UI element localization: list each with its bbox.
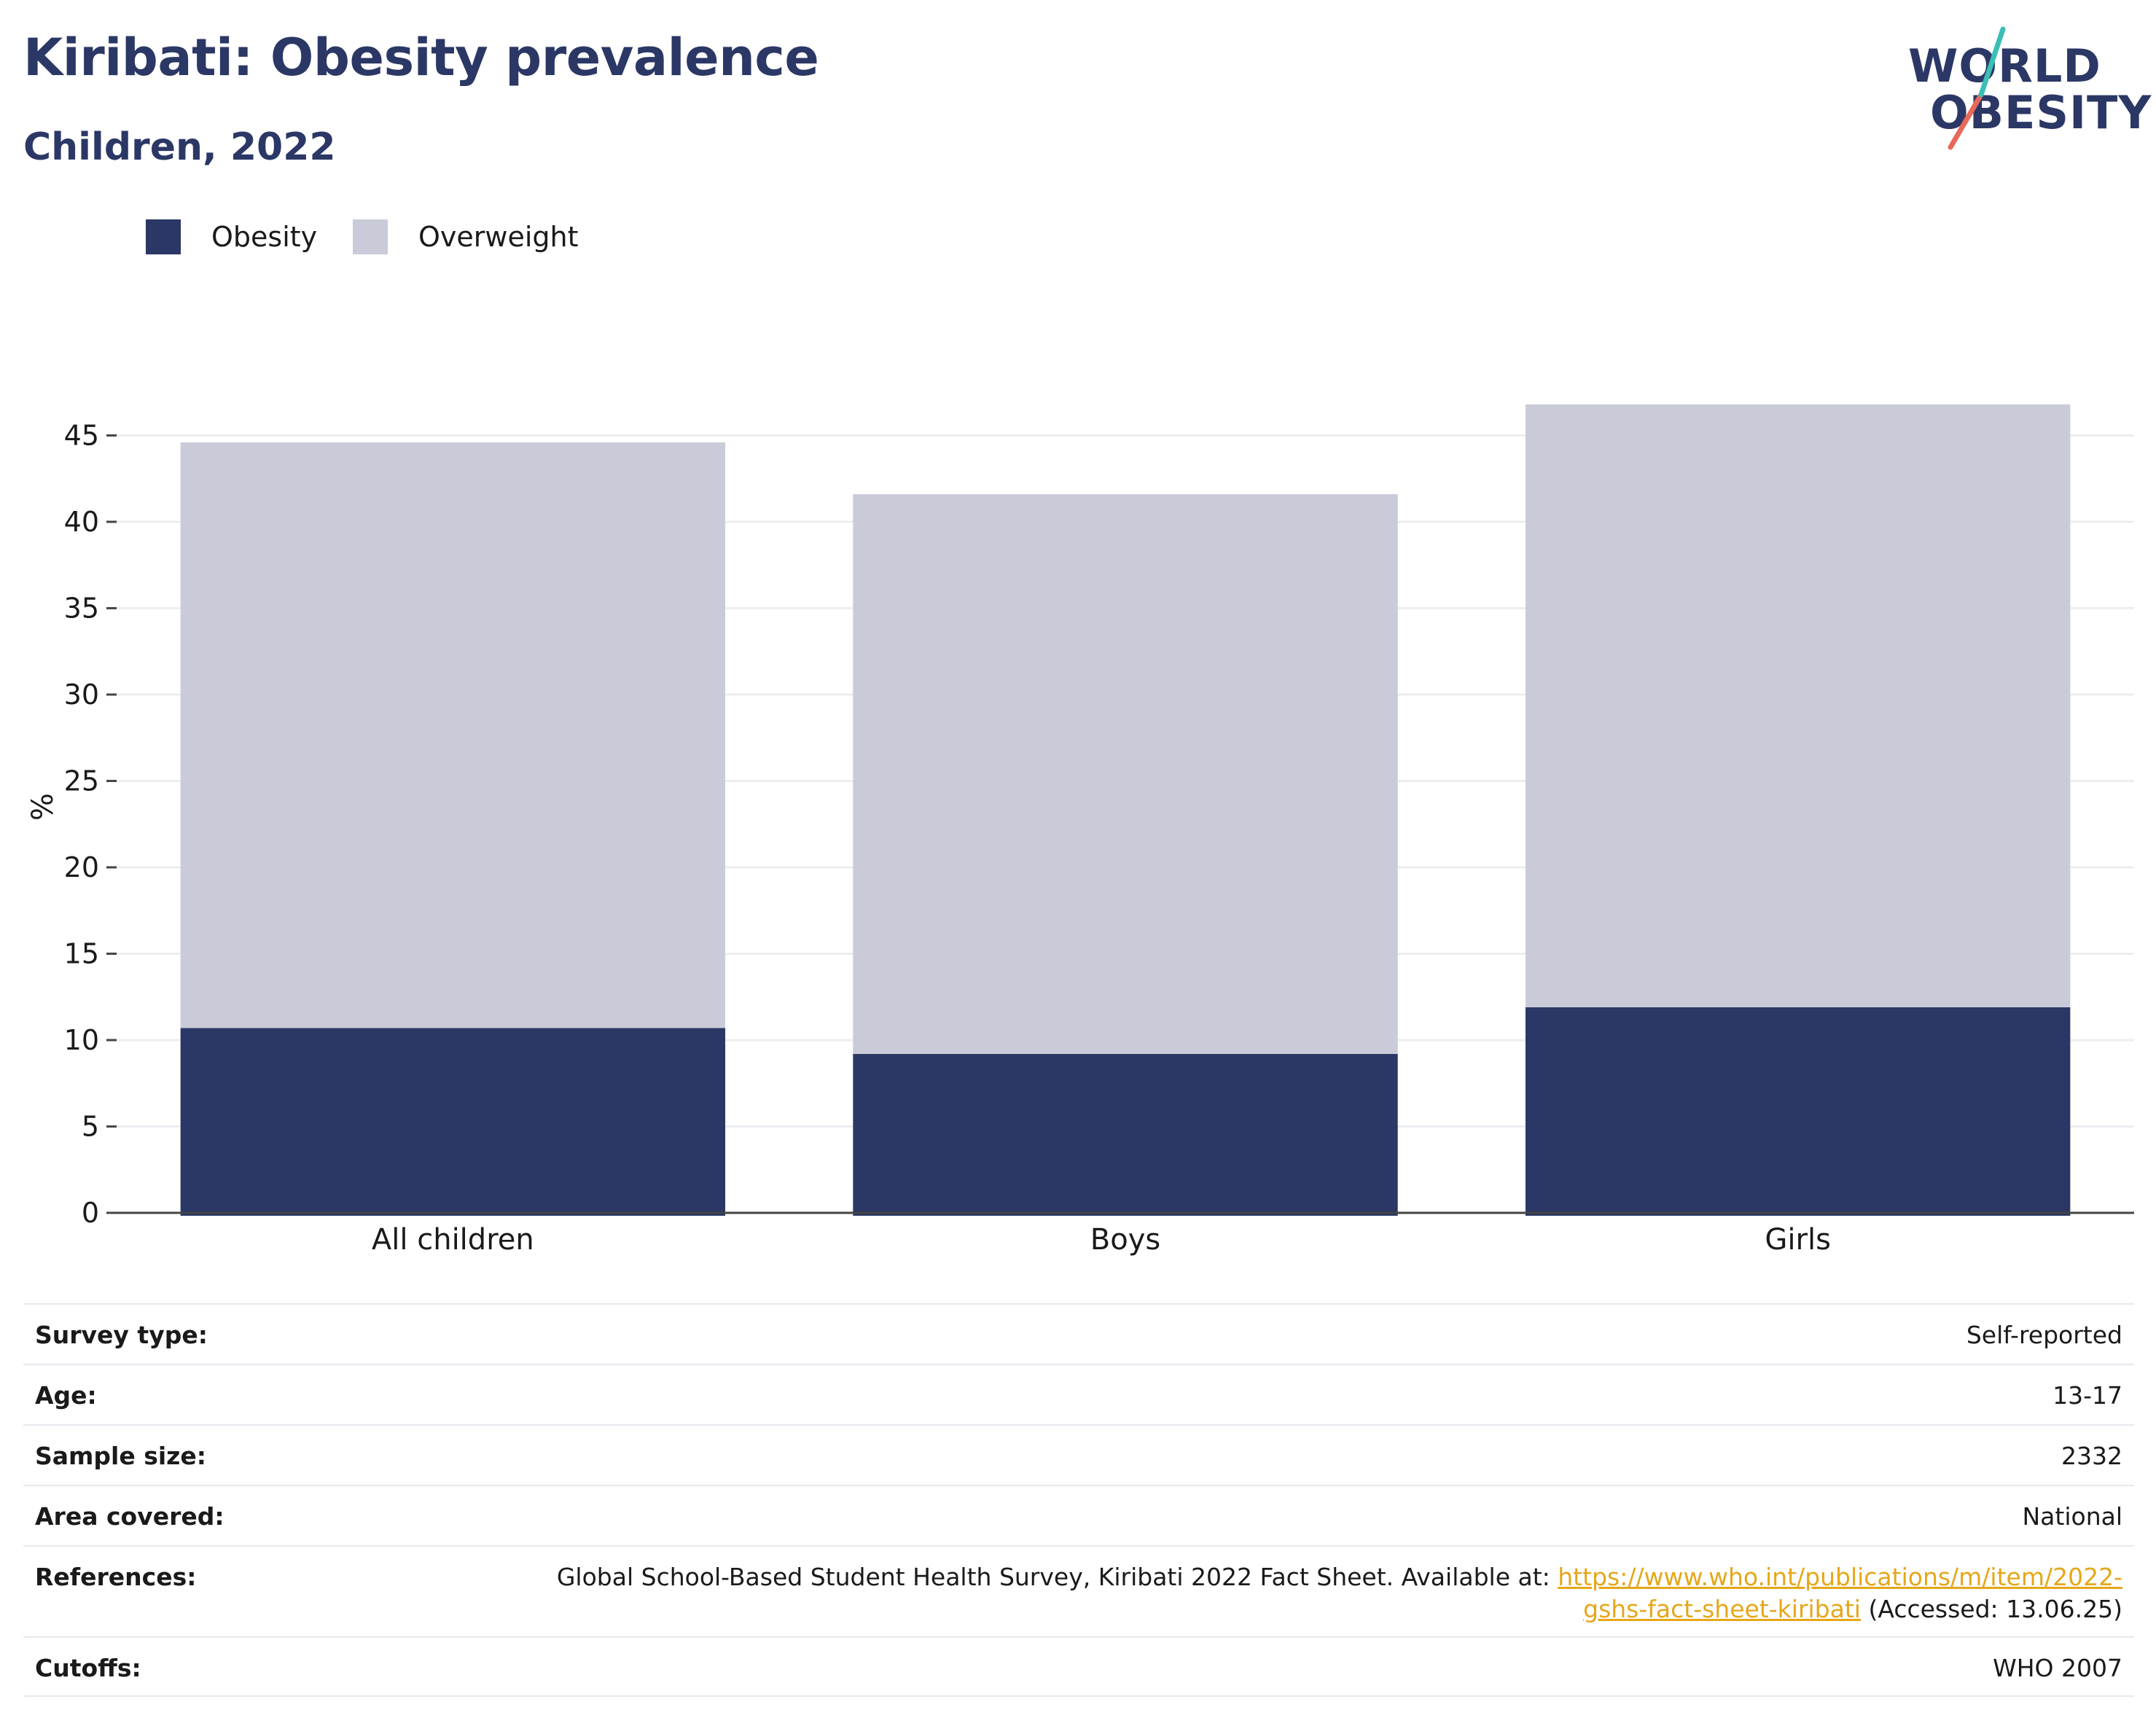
x-tick-label-boys: Boys: [1090, 1223, 1160, 1257]
references-accessed: (Accessed: 13.06.25): [1860, 1595, 2122, 1623]
logo-line-2: OBESITY: [1930, 86, 2152, 139]
meta-row-area: Area covered: National: [23, 1485, 2134, 1545]
y-tick-label-30: 30: [64, 679, 99, 711]
bar-obesity-boys: [853, 1053, 1398, 1216]
age-value: 13-17: [2053, 1381, 2122, 1410]
x-tick-label-girls: Girls: [1765, 1223, 1831, 1257]
meta-row-references: References: Global School-Based Student …: [23, 1545, 2134, 1636]
logo-line-1: WORLD: [1908, 39, 2101, 93]
legend-item-overweight: Overweight: [353, 219, 579, 255]
reference-link-part-2[interactable]: gshs-fact-sheet-kiribati: [1583, 1595, 1861, 1623]
meta-row-cutoffs: Cutoffs: WHO 2007: [23, 1636, 2134, 1697]
x-tick-label-all-children: All children: [372, 1223, 534, 1257]
legend-item-obesity: Obesity: [146, 219, 317, 255]
chart-title: Kiribati: Obesity prevalence: [23, 28, 819, 87]
y-tick-label-15: 15: [64, 937, 99, 969]
chart-subtitle: Children, 2022: [23, 125, 336, 169]
bar-overweight-all-children: [180, 442, 726, 1028]
bar-obesity-all-children: [180, 1028, 726, 1216]
references-text: Global School-Based Student Health Surve…: [556, 1563, 1558, 1591]
y-tick-label-20: 20: [64, 851, 99, 883]
y-tick-label-0: 0: [82, 1197, 99, 1229]
y-tick-label-25: 25: [64, 765, 99, 797]
y-axis-label: %: [26, 793, 60, 821]
logo-slash-icon: [1948, 26, 2006, 150]
bar-obesity-girls: [1525, 1007, 2071, 1216]
y-tick-label-10: 10: [64, 1024, 99, 1056]
legend-swatch-obesity: [146, 219, 181, 254]
references-label: References:: [35, 1563, 197, 1591]
cutoffs-label: Cutoffs:: [35, 1654, 141, 1682]
y-tick-label-35: 35: [64, 592, 99, 624]
stacked-bar-chart: 0 5 10 15 20 25 30 35 40 45% All children Boys Girls: [26, 404, 2134, 1257]
area-value: National: [2022, 1502, 2122, 1531]
bar-overweight-girls: [1525, 404, 2071, 1007]
survey-type-label: Survey type:: [35, 1321, 208, 1349]
y-tick-label-40: 40: [64, 506, 99, 538]
bar-overweight-boys: [853, 493, 1398, 1054]
legend-label-obesity: Obesity: [211, 221, 318, 253]
survey-details-table: Survey type: Self-reported Age: 13-17 Sa…: [23, 1303, 2134, 1697]
y-tick-label-45: 45: [64, 419, 99, 451]
area-label: Area covered:: [35, 1502, 224, 1531]
legend-swatch-overweight: [353, 219, 388, 254]
meta-row-sample-size: Sample size: 2332: [23, 1424, 2134, 1485]
meta-row-survey-type: Survey type: Self-reported: [23, 1303, 2134, 1364]
sample-size-label: Sample size:: [35, 1442, 206, 1470]
world-obesity-logo: WORLD OBESITY: [1902, 22, 2151, 153]
survey-type-value: Self-reported: [1966, 1321, 2122, 1349]
meta-row-age: Age: 13-17: [23, 1364, 2134, 1424]
legend-label-overweight: Overweight: [418, 221, 579, 253]
references-value: Global School-Based Student Health Surve…: [557, 1561, 2122, 1625]
y-tick-label-5: 5: [82, 1110, 99, 1142]
sample-size-value: 2332: [2061, 1442, 2122, 1470]
age-label: Age:: [35, 1381, 97, 1410]
reference-link-part-1[interactable]: https://www.who.int/publications/m/item/…: [1558, 1563, 2122, 1591]
cutoffs-value: WHO 2007: [1993, 1654, 2122, 1682]
reference-link[interactable]: https://www.who.int/publications/m/item/…: [1558, 1563, 2122, 1623]
